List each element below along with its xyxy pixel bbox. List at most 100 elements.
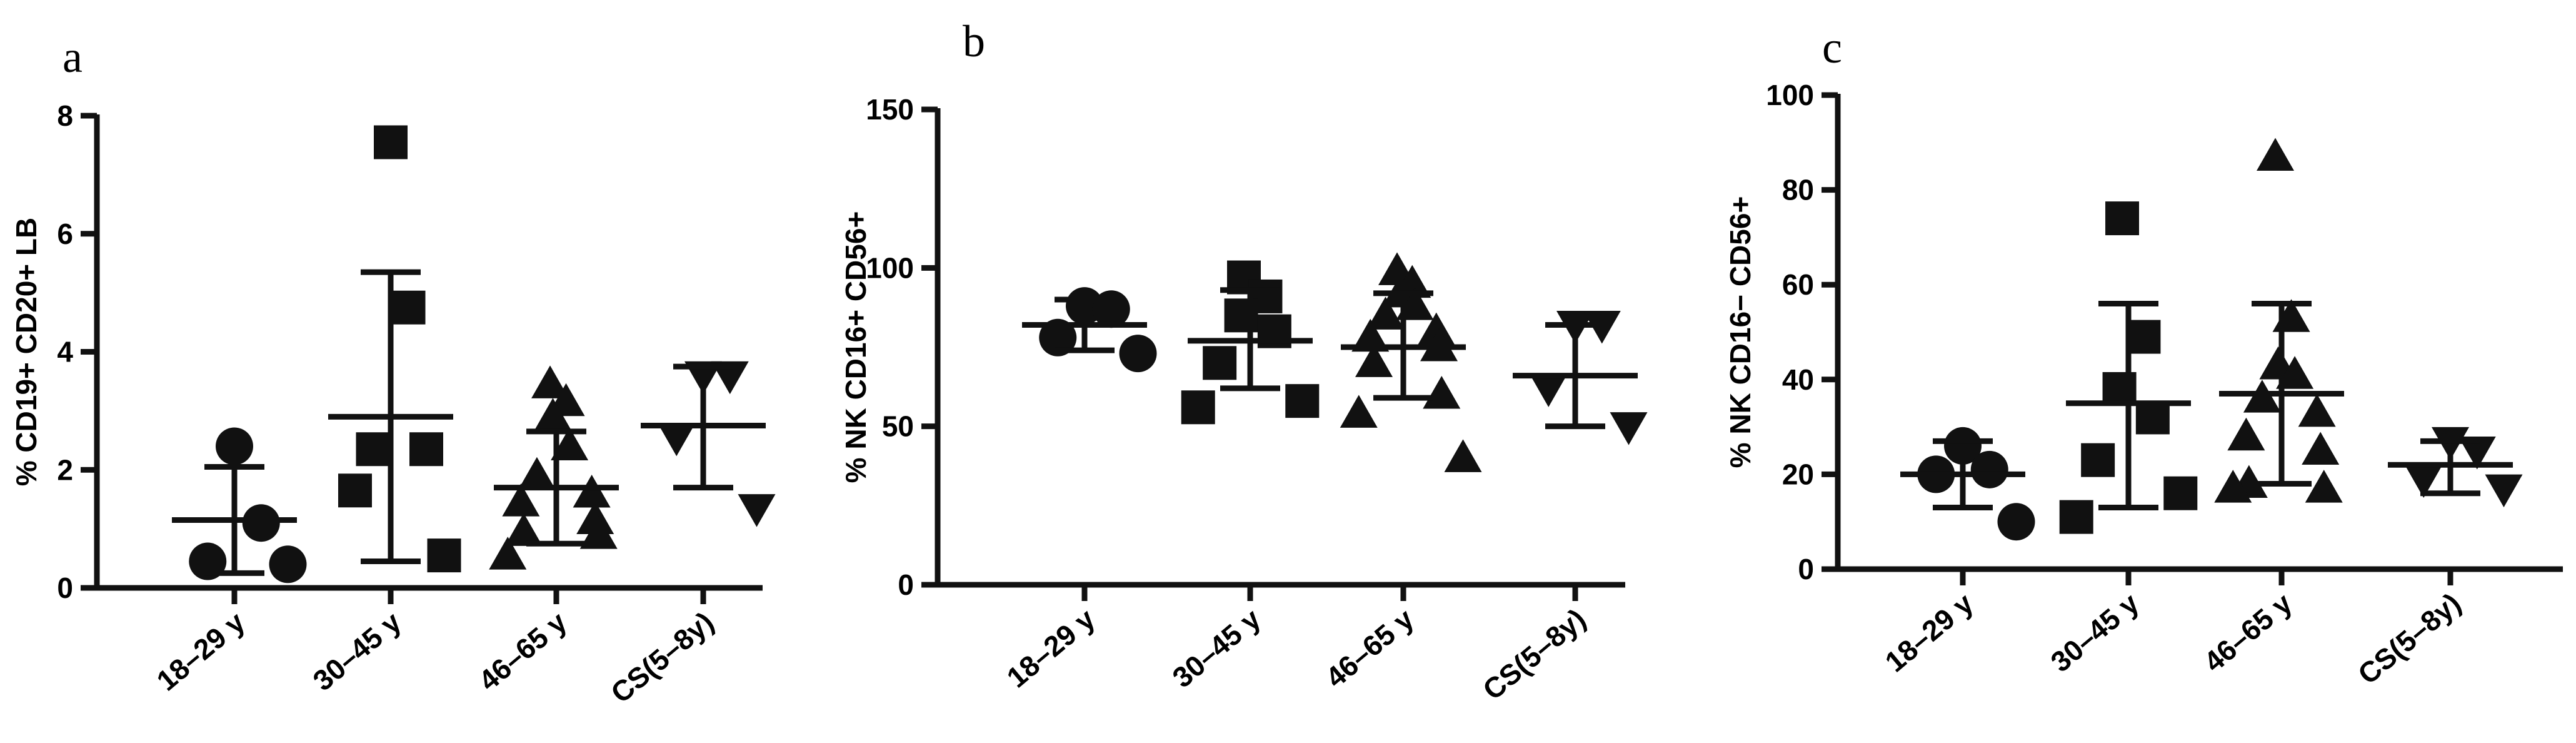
- data-point: [573, 475, 611, 508]
- data-point: [2257, 138, 2294, 171]
- panel-letter: c: [1822, 23, 1842, 73]
- data-point: [1997, 503, 2035, 541]
- x-category-label: 30–45 y: [1166, 602, 1267, 694]
- x-category-label: CS(5–8y): [2352, 587, 2467, 690]
- y-tick-label: 0: [57, 572, 73, 604]
- data-point: [1039, 318, 1077, 356]
- data-point: [1444, 439, 1482, 472]
- data-point: [504, 513, 543, 546]
- data-point: [2276, 356, 2314, 389]
- data-point: [534, 398, 572, 431]
- data-point: [531, 365, 569, 398]
- x-category-label: 30–45 y: [2045, 587, 2145, 679]
- data-point: [2298, 393, 2336, 427]
- group-1: [328, 125, 461, 573]
- group-3: [641, 361, 776, 527]
- group-2: [489, 365, 619, 570]
- group-1: [1181, 260, 1320, 425]
- data-point: [1203, 346, 1237, 380]
- data-point: [356, 432, 390, 467]
- panel-letter: a: [63, 32, 83, 82]
- y-tick-label: 100: [1766, 79, 1814, 111]
- data-point: [269, 545, 307, 584]
- panel-c: c 0 20 40 60 80 100 % NK CD16− CD56+ 18–29 y 30–4…: [1724, 23, 2563, 690]
- panel-letter: b: [963, 16, 985, 66]
- data-point: [1351, 318, 1390, 352]
- y-tick-label: 80: [1782, 174, 1814, 206]
- data-point: [2163, 476, 2198, 510]
- data-point: [658, 423, 696, 457]
- x-category-label: 18–29 y: [151, 605, 251, 697]
- data-point: [2127, 320, 2161, 354]
- x-category-label: CS(5–8y): [1476, 602, 1591, 706]
- group-0: [1900, 427, 2035, 541]
- data-point: [1970, 450, 2008, 488]
- y-tick-label: 50: [882, 410, 914, 443]
- data-point: [2105, 201, 2139, 236]
- data-point: [2214, 470, 2252, 503]
- group-3: [1513, 311, 1648, 445]
- panel-a: a 0 2 4 6 8 % CD19+ CD20+ LB 18–29 y 30–45 y 46–6…: [10, 32, 776, 709]
- data-point: [1610, 412, 1648, 445]
- data-point: [2135, 400, 2170, 435]
- data-point: [1285, 384, 1320, 418]
- data-point: [576, 501, 614, 534]
- y-tick-label: 8: [57, 99, 73, 132]
- data-point: [2405, 465, 2443, 498]
- y-tick-label: 2: [57, 453, 73, 486]
- data-point: [427, 538, 461, 573]
- data-point: [242, 504, 280, 542]
- data-point: [2059, 500, 2093, 534]
- data-point: [518, 457, 556, 490]
- y-tick-label: 4: [57, 336, 73, 368]
- x-category-label: 18–29 y: [1879, 587, 1980, 679]
- y-tick-label: 0: [1798, 553, 1814, 585]
- data-point: [338, 473, 372, 508]
- y-axis-label: % NK CD16+ CD56+: [839, 211, 872, 483]
- y-axis-label: % CD19+ CD20+ LB: [10, 218, 43, 487]
- data-point: [2227, 417, 2265, 451]
- group-0: [1022, 287, 1157, 373]
- data-point: [2305, 470, 2343, 503]
- y-axis-label: % NK CD16− CD56+: [1724, 196, 1757, 468]
- group-0: [172, 427, 307, 584]
- data-point: [2458, 437, 2496, 470]
- panel-b: b 0 50 100 150 % NK CD16+ CD56+ 18–29 y 30–45 y…: [839, 16, 1648, 706]
- y-tick-label: 100: [866, 251, 914, 284]
- y-tick-label: 6: [57, 218, 73, 250]
- data-point: [2485, 474, 2523, 508]
- data-point: [502, 483, 540, 517]
- data-point: [1355, 344, 1393, 377]
- data-point: [551, 427, 589, 460]
- data-point: [1530, 374, 1568, 407]
- data-point: [1119, 335, 1157, 373]
- data-point: [579, 516, 618, 549]
- group-2: [2214, 138, 2344, 503]
- data-point: [711, 361, 749, 395]
- data-point: [2081, 443, 2115, 477]
- data-point: [1423, 376, 1461, 409]
- data-point: [1417, 312, 1455, 346]
- x-category-label: 30–45 y: [307, 605, 408, 697]
- data-point: [738, 494, 776, 527]
- data-point: [374, 125, 408, 159]
- group-3: [2388, 427, 2523, 508]
- data-point: [216, 427, 253, 465]
- data-point: [1366, 296, 1405, 330]
- data-point: [1340, 395, 1378, 428]
- group-2: [1340, 252, 1482, 472]
- x-category-label: 46–65 y: [473, 605, 573, 697]
- y-tick-label: 0: [898, 569, 914, 601]
- data-point: [391, 290, 426, 325]
- y-tick-label: 40: [1782, 363, 1814, 396]
- data-point: [1181, 390, 1215, 425]
- x-category-label: 18–29 y: [1001, 602, 1101, 694]
- y-tick-label: 150: [866, 93, 914, 126]
- y-tick-label: 60: [1782, 268, 1814, 301]
- group-1: [2059, 201, 2198, 534]
- x-category-label: CS(5–8y): [604, 605, 719, 709]
- data-point: [2302, 432, 2340, 465]
- y-tick-label: 20: [1782, 458, 1814, 490]
- data-point: [409, 432, 443, 467]
